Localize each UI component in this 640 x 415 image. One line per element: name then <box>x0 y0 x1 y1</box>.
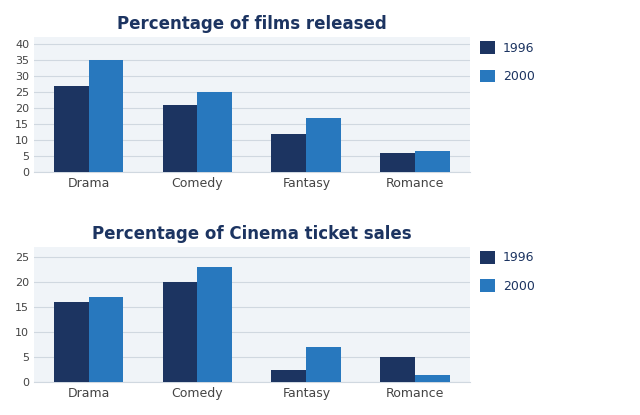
Bar <box>88 297 124 382</box>
Bar <box>54 85 88 172</box>
Bar <box>307 118 341 172</box>
Title: Percentage of Cinema ticket sales: Percentage of Cinema ticket sales <box>92 225 412 243</box>
Legend: 1996, 2000: 1996, 2000 <box>481 41 535 83</box>
Bar <box>198 267 232 382</box>
Bar <box>380 153 415 172</box>
Bar <box>415 151 450 172</box>
Title: Percentage of films released: Percentage of films released <box>117 15 387 33</box>
Bar <box>88 60 124 172</box>
Bar <box>380 357 415 382</box>
Bar <box>271 134 307 172</box>
Bar <box>163 105 198 172</box>
Bar <box>307 347 341 382</box>
Bar <box>271 370 307 382</box>
Bar <box>415 375 450 382</box>
Bar <box>163 282 198 382</box>
Bar <box>198 92 232 172</box>
Bar <box>54 302 88 382</box>
Legend: 1996, 2000: 1996, 2000 <box>481 251 535 293</box>
